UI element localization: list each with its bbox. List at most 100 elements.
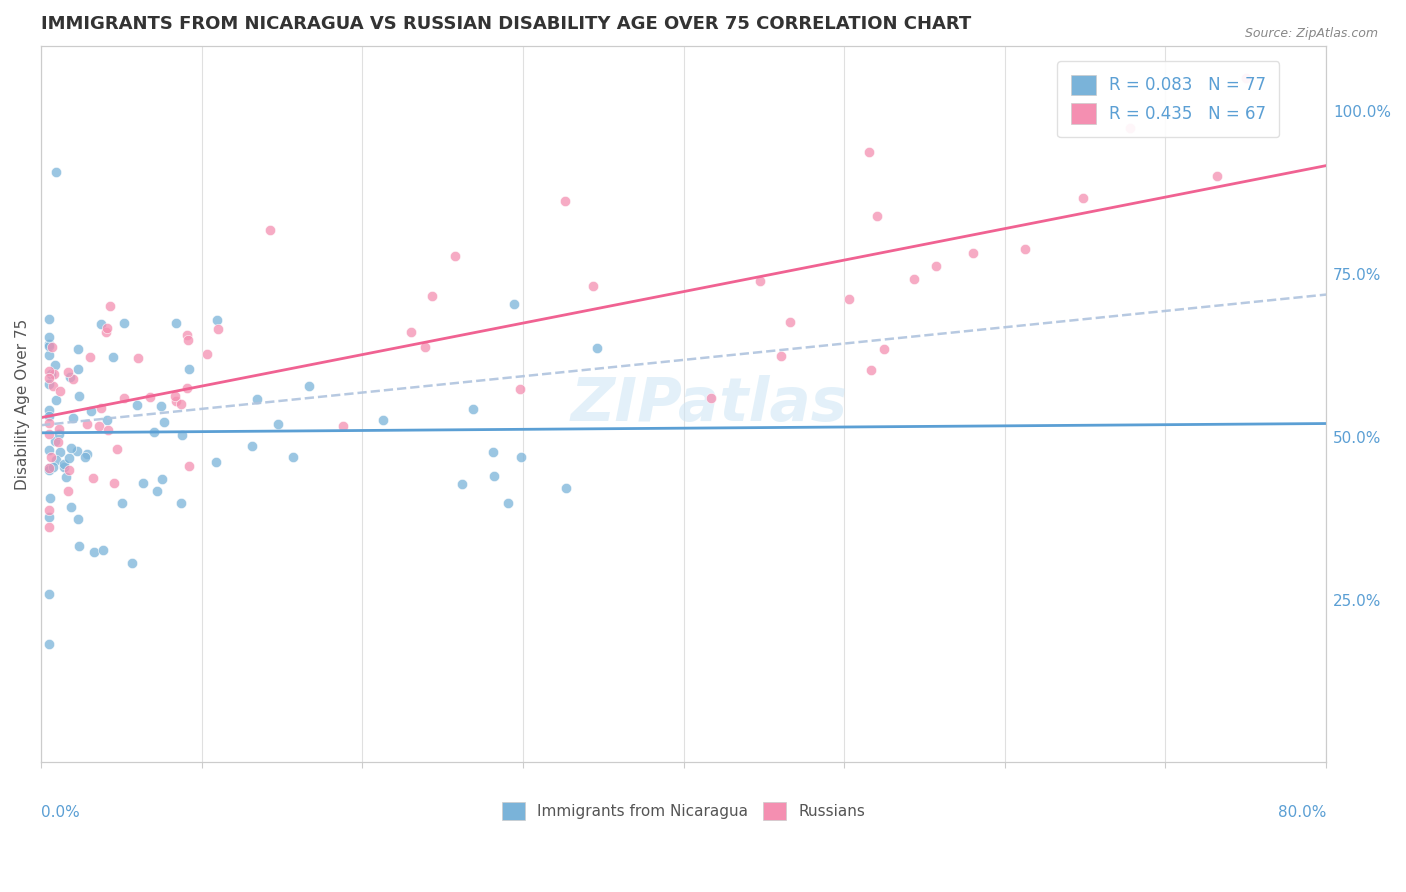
- Point: [58, 463, 80, 477]
- Point: [73, 450, 96, 464]
- Point: [39, 450, 62, 464]
- Point: [87, 419, 110, 434]
- Point: [283, 450, 305, 464]
- Point: [38, 519, 60, 533]
- Point: [58, 451, 80, 466]
- Point: [146, 484, 169, 499]
- Text: ZIPatlas: ZIPatlas: [571, 375, 848, 434]
- Point: [451, 477, 474, 491]
- Point: [858, 145, 880, 160]
- Point: [1073, 191, 1095, 205]
- Point: [509, 450, 531, 465]
- Point: [105, 442, 128, 457]
- Point: [903, 272, 925, 286]
- Point: [872, 342, 894, 356]
- Point: [38, 461, 60, 475]
- Point: [56, 365, 79, 379]
- Point: [48, 422, 70, 436]
- Point: [860, 363, 883, 377]
- Text: Source: ZipAtlas.com: Source: ZipAtlas.com: [1244, 27, 1378, 40]
- Point: [170, 397, 193, 411]
- Point: [770, 349, 793, 363]
- Point: [48, 427, 70, 442]
- Point: [166, 316, 188, 330]
- Point: [165, 393, 187, 408]
- Point: [165, 389, 187, 403]
- Point: [38, 443, 60, 458]
- Point: [749, 274, 772, 288]
- Point: [76, 447, 98, 461]
- Point: [59, 500, 82, 514]
- Point: [413, 340, 436, 354]
- Text: IMMIGRANTS FROM NICARAGUA VS RUSSIAN DISABILITY AGE OVER 75 CORRELATION CHART: IMMIGRANTS FROM NICARAGUA VS RUSSIAN DIS…: [41, 15, 972, 33]
- Point: [866, 210, 889, 224]
- Point: [59, 441, 82, 455]
- Point: [170, 496, 193, 510]
- Point: [399, 325, 422, 339]
- Point: [41, 340, 63, 354]
- Point: [97, 423, 120, 437]
- Point: [482, 445, 505, 459]
- Point: [59, 370, 82, 384]
- Point: [67, 388, 90, 402]
- Point: [42, 378, 65, 392]
- Point: [53, 457, 76, 471]
- Point: [246, 392, 269, 406]
- Point: [176, 327, 198, 342]
- Point: [46, 434, 69, 449]
- Point: [90, 317, 112, 331]
- Point: [38, 462, 60, 476]
- Point: [444, 250, 467, 264]
- Text: 80.0%: 80.0%: [1278, 805, 1326, 821]
- Point: [38, 312, 60, 326]
- Point: [132, 475, 155, 490]
- Point: [91, 543, 114, 558]
- Point: [66, 444, 89, 458]
- Point: [38, 339, 60, 353]
- Point: [38, 510, 60, 524]
- Point: [925, 259, 948, 273]
- Point: [482, 469, 505, 483]
- Point: [1118, 121, 1140, 136]
- Point: [112, 316, 135, 330]
- Point: [420, 289, 443, 303]
- Point: [1205, 169, 1227, 184]
- Point: [101, 350, 124, 364]
- Point: [1234, 71, 1257, 86]
- Point: [38, 364, 60, 378]
- Point: [177, 333, 200, 347]
- Point: [142, 425, 165, 440]
- Point: [267, 417, 290, 432]
- Point: [49, 445, 72, 459]
- Point: [44, 434, 66, 448]
- Point: [55, 470, 77, 484]
- Point: [496, 496, 519, 510]
- Point: [66, 342, 89, 356]
- Point: [179, 459, 201, 474]
- Point: [149, 399, 172, 413]
- Point: [38, 337, 60, 351]
- Point: [240, 439, 263, 453]
- Point: [45, 453, 67, 467]
- Point: [96, 321, 118, 335]
- Point: [38, 371, 60, 385]
- Point: [38, 637, 60, 651]
- Point: [298, 378, 321, 392]
- Point: [121, 556, 143, 570]
- Point: [371, 413, 394, 427]
- Point: [582, 279, 605, 293]
- Point: [42, 459, 65, 474]
- Point: [79, 350, 101, 364]
- Point: [62, 372, 84, 386]
- Point: [332, 418, 354, 433]
- Text: 0.0%: 0.0%: [41, 805, 80, 821]
- Point: [838, 293, 860, 307]
- Point: [39, 491, 62, 505]
- Point: [94, 326, 117, 340]
- Point: [67, 539, 90, 553]
- Point: [38, 503, 60, 517]
- Point: [38, 417, 60, 431]
- Point: [195, 347, 218, 361]
- Point: [38, 402, 60, 417]
- Point: [38, 376, 60, 391]
